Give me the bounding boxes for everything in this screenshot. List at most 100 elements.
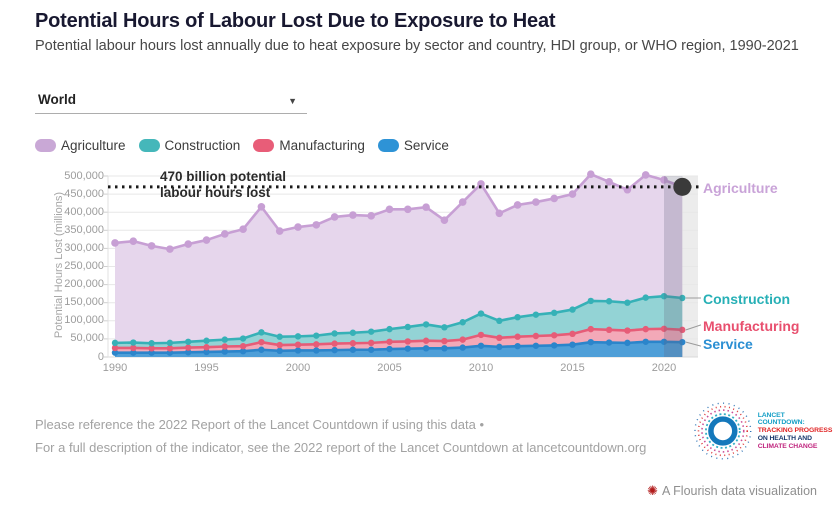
- point-agriculture-2011[interactable]: [495, 209, 504, 218]
- point-service-2016[interactable]: [587, 338, 594, 346]
- point-manufacturing-2020[interactable]: [660, 325, 668, 332]
- point-manufacturing-1991[interactable]: [130, 344, 137, 352]
- point-manufacturing-1993[interactable]: [166, 345, 174, 352]
- point-service-2007[interactable]: [422, 345, 430, 352]
- point-agriculture-2005[interactable]: [385, 205, 394, 214]
- point-service-2019[interactable]: [642, 338, 649, 345]
- point-agriculture-2003[interactable]: [349, 211, 357, 219]
- point-service-1991[interactable]: [130, 349, 137, 356]
- point-service-1996[interactable]: [221, 348, 228, 355]
- point-service-2004[interactable]: [368, 346, 375, 353]
- point-service-2020[interactable]: [660, 338, 668, 345]
- point-manufacturing-1990[interactable]: [111, 344, 119, 352]
- point-manufacturing-2015[interactable]: [569, 330, 576, 338]
- point-agriculture-2019[interactable]: [641, 171, 650, 179]
- point-service-2014[interactable]: [551, 342, 558, 349]
- point-service-2001[interactable]: [313, 347, 320, 354]
- point-construction-2006[interactable]: [404, 323, 411, 331]
- point-construction-1994[interactable]: [185, 338, 192, 345]
- point-agriculture-2018[interactable]: [623, 185, 632, 194]
- point-agriculture-2012[interactable]: [513, 201, 522, 209]
- point-agriculture-2002[interactable]: [330, 213, 339, 221]
- point-construction-2001[interactable]: [313, 332, 320, 339]
- point-service-2017[interactable]: [605, 339, 613, 346]
- point-construction-1991[interactable]: [130, 339, 137, 346]
- point-manufacturing-2012[interactable]: [514, 333, 521, 340]
- point-manufacturing-2014[interactable]: [551, 332, 558, 339]
- region-selector[interactable]: World ▼: [35, 88, 307, 114]
- point-construction-1997[interactable]: [239, 335, 247, 342]
- point-construction-2021[interactable]: [679, 294, 686, 302]
- point-service-2009[interactable]: [459, 344, 466, 351]
- point-agriculture-1993[interactable]: [166, 245, 174, 253]
- point-manufacturing-2017[interactable]: [605, 326, 613, 334]
- point-service-1997[interactable]: [239, 348, 247, 355]
- point-agriculture-2009[interactable]: [458, 198, 467, 206]
- point-construction-1998[interactable]: [258, 329, 265, 336]
- point-agriculture-1990[interactable]: [111, 239, 119, 247]
- point-construction-2002[interactable]: [331, 330, 338, 337]
- point-construction-2015[interactable]: [569, 306, 576, 313]
- point-agriculture-2000[interactable]: [294, 223, 302, 231]
- point-manufacturing-1994[interactable]: [185, 344, 192, 351]
- point-agriculture-2016[interactable]: [587, 170, 595, 178]
- point-service-1998[interactable]: [258, 346, 265, 353]
- point-service-2003[interactable]: [349, 346, 357, 353]
- point-agriculture-2001[interactable]: [312, 221, 321, 229]
- point-construction-1992[interactable]: [148, 340, 155, 347]
- point-manufacturing-2004[interactable]: [368, 339, 375, 347]
- point-agriculture-2017[interactable]: [605, 177, 613, 186]
- point-agriculture-1995[interactable]: [202, 236, 211, 244]
- flourish-attribution[interactable]: ✺ A Flourish data visualization: [647, 483, 817, 498]
- point-service-2010[interactable]: [477, 342, 485, 349]
- point-construction-2008[interactable]: [441, 324, 448, 331]
- point-manufacturing-2009[interactable]: [459, 336, 466, 343]
- point-manufacturing-1996[interactable]: [221, 343, 228, 350]
- point-construction-2009[interactable]: [459, 319, 466, 326]
- point-construction-2000[interactable]: [294, 333, 302, 340]
- point-agriculture-1999[interactable]: [275, 227, 284, 235]
- point-manufacturing-1999[interactable]: [276, 341, 283, 349]
- point-agriculture-2014[interactable]: [550, 194, 558, 203]
- point-agriculture-2007[interactable]: [422, 203, 430, 211]
- point-agriculture-2004[interactable]: [367, 212, 376, 220]
- point-construction-1990[interactable]: [111, 339, 119, 347]
- point-manufacturing-2016[interactable]: [587, 325, 594, 333]
- point-service-2012[interactable]: [514, 342, 521, 350]
- point-service-1994[interactable]: [185, 349, 192, 356]
- point-manufacturing-2005[interactable]: [386, 338, 393, 345]
- point-manufacturing-2001[interactable]: [313, 341, 320, 348]
- point-construction-1999[interactable]: [276, 333, 283, 340]
- point-manufacturing-1992[interactable]: [148, 345, 155, 352]
- point-service-2011[interactable]: [496, 343, 503, 351]
- point-manufacturing-2021[interactable]: [679, 326, 686, 334]
- point-construction-2017[interactable]: [605, 298, 613, 305]
- point-agriculture-1992[interactable]: [147, 242, 156, 250]
- point-service-2021[interactable]: [679, 338, 686, 346]
- point-agriculture-2015[interactable]: [568, 190, 577, 198]
- point-construction-2003[interactable]: [349, 329, 357, 336]
- point-agriculture-2020[interactable]: [660, 176, 668, 184]
- point-manufacturing-2011[interactable]: [496, 334, 503, 342]
- point-construction-2012[interactable]: [514, 313, 521, 321]
- point-agriculture-1996[interactable]: [221, 230, 229, 238]
- point-manufacturing-2003[interactable]: [349, 340, 357, 347]
- point-service-2005[interactable]: [386, 345, 393, 353]
- point-construction-2016[interactable]: [587, 297, 594, 305]
- point-construction-2014[interactable]: [551, 309, 558, 317]
- point-construction-1993[interactable]: [166, 339, 174, 347]
- point-agriculture-1998[interactable]: [257, 202, 266, 211]
- point-construction-2004[interactable]: [368, 328, 375, 335]
- point-service-2013[interactable]: [532, 342, 540, 349]
- point-construction-2019[interactable]: [642, 294, 649, 301]
- point-service-2006[interactable]: [404, 345, 411, 352]
- point-agriculture-1997[interactable]: [239, 225, 247, 234]
- point-agriculture-2013[interactable]: [532, 198, 540, 206]
- point-agriculture-1991[interactable]: [129, 237, 138, 245]
- point-service-2018[interactable]: [624, 339, 631, 347]
- point-agriculture-2008[interactable]: [440, 216, 449, 224]
- point-construction-2013[interactable]: [532, 311, 540, 318]
- point-manufacturing-2007[interactable]: [422, 337, 430, 344]
- point-manufacturing-1997[interactable]: [239, 342, 247, 350]
- point-manufacturing-2006[interactable]: [404, 338, 411, 345]
